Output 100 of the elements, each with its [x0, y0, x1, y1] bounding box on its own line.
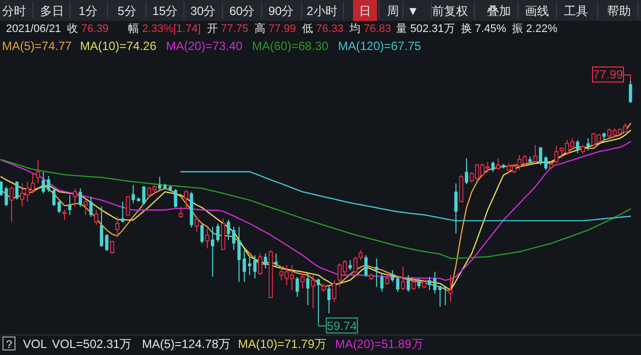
candlestick — [158, 176, 162, 191]
text: MA(5)=74.77 — [2, 39, 72, 53]
candlestick — [628, 80, 632, 104]
candlestick — [554, 145, 559, 164]
candlestick — [296, 276, 299, 298]
text: 日 — [359, 4, 371, 18]
candlestick — [258, 252, 262, 276]
text: 换 7.45% — [460, 23, 506, 35]
candlestick — [15, 180, 19, 200]
candlestick — [0, 180, 3, 196]
candlestick — [205, 228, 210, 249]
candlestick — [9, 186, 14, 222]
text: 叠加 — [487, 4, 511, 18]
text: 画线 — [525, 4, 549, 18]
candlestick — [72, 188, 78, 208]
text: 30分 — [190, 4, 216, 18]
text: MA(20)=73.40 — [166, 39, 243, 53]
text: MA(20)=51.89万 — [335, 337, 424, 351]
candlestick — [538, 146, 542, 166]
text: 2小时 — [306, 4, 338, 18]
candlestick — [464, 158, 468, 185]
candlestick — [306, 273, 310, 306]
text: 多日 — [40, 4, 64, 18]
candlestick — [253, 254, 257, 279]
text: 工具 — [564, 4, 588, 18]
text: 量 502.31万 — [396, 23, 455, 35]
candlestick — [115, 216, 120, 238]
candlestick — [78, 188, 82, 208]
candlestick — [200, 222, 204, 244]
candlestick — [448, 274, 453, 302]
text: 收 76.39 — [67, 23, 109, 35]
candlestick — [248, 254, 252, 276]
annotation: 59.74 — [326, 319, 358, 333]
text: ? — [6, 339, 12, 351]
candlestick — [89, 196, 93, 218]
candlestick — [348, 260, 352, 271]
text: VOL — [23, 337, 48, 351]
text: 前复权 — [432, 4, 468, 18]
candlestick — [178, 206, 183, 218]
annotation: 77.99 — [592, 68, 624, 82]
candlestick — [84, 200, 88, 216]
candlestick — [496, 158, 500, 171]
candlestick — [332, 280, 336, 302]
candlestick — [400, 266, 406, 291]
candlestick — [412, 278, 416, 291]
candlestick — [327, 284, 331, 314]
candlestick — [533, 144, 538, 164]
candlestick — [237, 226, 241, 282]
text: 幅 2.33%[1.74] — [128, 23, 201, 35]
candlestick — [358, 250, 363, 261]
text: ▼ — [407, 4, 419, 18]
candlestick — [100, 206, 104, 248]
candlestick — [428, 276, 432, 291]
candlestick — [142, 185, 146, 205]
candlestick — [491, 160, 495, 172]
candlestick — [68, 194, 72, 216]
text: 1分 — [78, 4, 98, 18]
candlestick — [586, 138, 590, 151]
candlestick — [132, 184, 135, 204]
candlestick — [444, 286, 447, 306]
candlestick — [46, 175, 50, 192]
text: MA(10)=74.26 — [80, 39, 157, 53]
candlestick — [544, 156, 548, 171]
candlestick — [58, 200, 61, 214]
text: MA(10)=71.79万 — [238, 337, 326, 351]
text: 15分 — [152, 4, 178, 18]
text: 60分 — [229, 4, 255, 18]
text: 5分 — [118, 4, 136, 18]
candlestick — [94, 210, 98, 226]
candlestick — [4, 186, 8, 207]
candlestick — [52, 188, 56, 207]
text: 振 2.22% — [512, 23, 558, 35]
text: 帮助 — [607, 4, 631, 18]
candlestick — [210, 226, 214, 278]
candlestick — [174, 188, 178, 208]
candlestick — [232, 226, 236, 251]
text: 周 — [387, 4, 399, 18]
candlestick — [242, 250, 246, 282]
candlestick — [311, 274, 316, 310]
text: VOL=502.31万 — [52, 337, 132, 351]
candlestick — [406, 274, 410, 292]
candlestick — [194, 216, 199, 232]
text: 高 77.99 — [254, 22, 296, 35]
candlestick — [36, 160, 40, 184]
candlestick — [121, 201, 124, 223]
text: 90分 — [268, 4, 294, 18]
candlestick — [385, 273, 390, 286]
candlestick — [105, 234, 108, 252]
text: 2021/06/21 — [6, 23, 62, 35]
candlestick — [364, 254, 368, 278]
text: MA(120)=67.75 — [338, 39, 422, 53]
candlestick — [62, 210, 67, 221]
text: MA(60)=68.30 — [252, 39, 329, 53]
text: 均 76.83 — [348, 23, 392, 35]
candlestick — [353, 256, 358, 274]
candlestick — [184, 190, 188, 209]
text: 低 76.33 — [302, 23, 344, 35]
text: 开 77.75 — [206, 23, 248, 35]
candlestick — [216, 222, 220, 242]
text: MA(5)=124.78万 — [142, 337, 230, 351]
